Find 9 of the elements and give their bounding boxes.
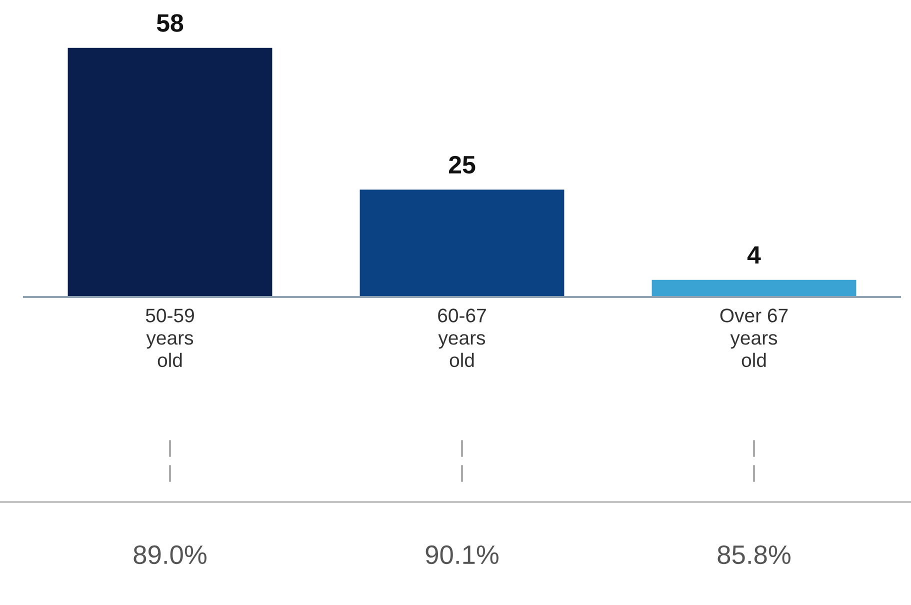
text: 89.0%	[134, 545, 206, 564]
data-label: 25	[448, 156, 476, 174]
text: 90.1%	[426, 545, 498, 564]
x-tick-label: 50-59 years old	[146, 308, 194, 368]
data-label: 4	[747, 246, 761, 264]
text: 85.8%	[718, 545, 790, 564]
x-tick-label: Over 67 years old	[720, 308, 788, 368]
data-label: 58	[156, 14, 184, 32]
x-tick-label: 60-67 years old	[438, 308, 486, 368]
